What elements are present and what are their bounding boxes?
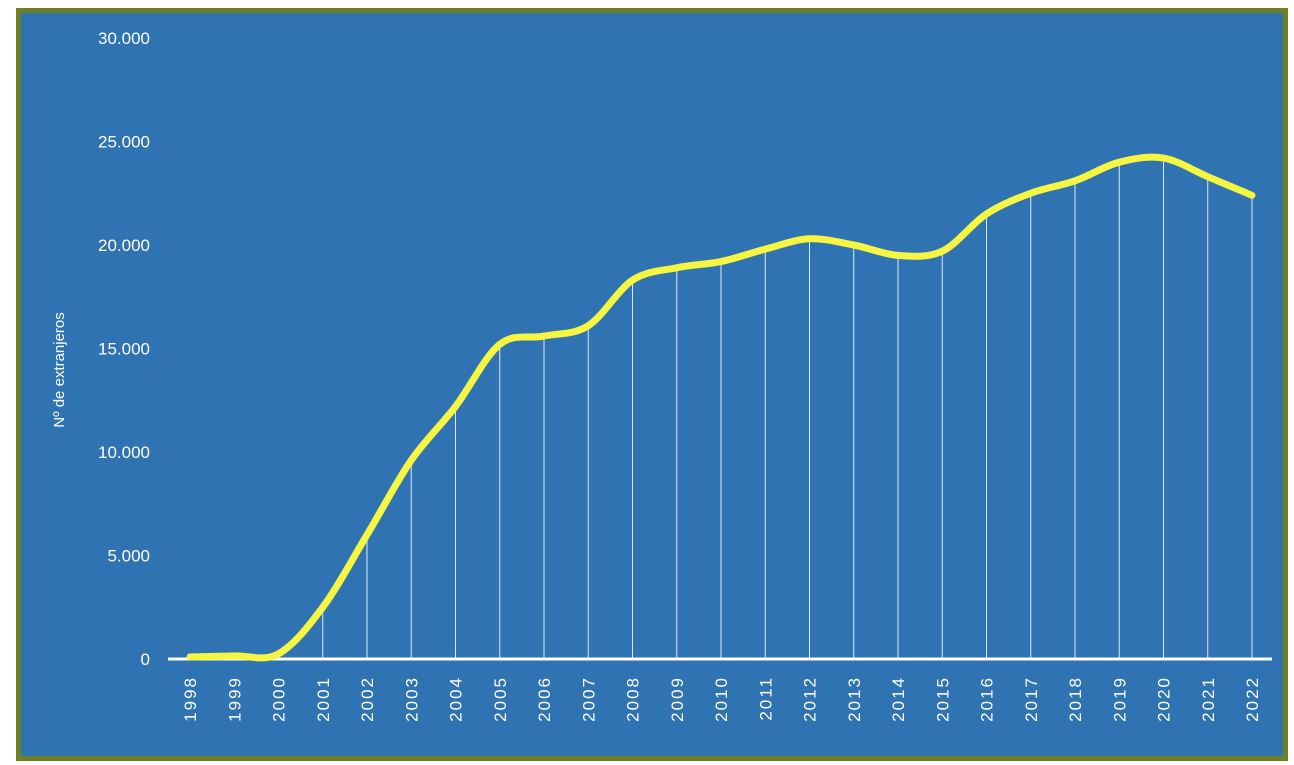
x-tick-label: 2008	[624, 676, 643, 722]
x-tick-label: 2011	[756, 676, 775, 721]
x-tick-label: 2001	[314, 676, 333, 722]
x-tick-label: 2016	[978, 676, 997, 722]
y-tick-label: 0	[141, 650, 150, 669]
y-axis-label: Nº de extranjeros	[51, 312, 68, 428]
x-tick-label: 2022	[1243, 676, 1262, 722]
x-tick-label: 2014	[889, 676, 908, 722]
series-line	[186, 153, 1256, 662]
x-tick-label: 2020	[1155, 676, 1174, 722]
x-tick-label: 2000	[270, 676, 289, 722]
x-tick-label: 2003	[402, 676, 421, 722]
x-tick-label: 2002	[358, 676, 377, 722]
y-axis-ticks: 0 5.000 10.000 15.000 20.000 25.000 30.000	[98, 29, 150, 669]
drop-lines	[278, 158, 1253, 659]
x-tick-label: 2007	[579, 676, 598, 722]
x-tick-label: 2010	[712, 676, 731, 722]
x-tick-label: 2009	[668, 676, 687, 722]
chart-frame	[16, 8, 1288, 761]
x-tick-label: 2017	[1022, 676, 1041, 722]
y-tick-label: 15.000	[98, 340, 150, 359]
x-axis-ticks: 1998 1999 2000 2001 2002 2003 2004 2005 2006 2007…	[181, 676, 1262, 722]
x-tick-label: 2004	[447, 676, 466, 722]
x-tick-label: 2006	[535, 676, 554, 722]
y-tick-label: 20.000	[98, 236, 150, 255]
x-tick-label: 1999	[225, 676, 244, 722]
x-tick-label: 2005	[491, 676, 510, 722]
x-tick-label: 2019	[1110, 676, 1129, 722]
x-tick-label: 2018	[1066, 676, 1085, 722]
y-tick-label: 10.000	[98, 443, 150, 462]
x-tick-label: 2012	[801, 676, 820, 722]
y-tick-label: 30.000	[98, 29, 150, 48]
y-tick-label: 25.000	[98, 133, 150, 152]
x-tick-label: 2013	[845, 676, 864, 722]
x-tick-label: 2021	[1199, 676, 1218, 722]
x-tick-label: 2015	[933, 676, 952, 722]
x-tick-label: 1998	[181, 676, 200, 722]
y-tick-label: 5.000	[107, 547, 150, 566]
